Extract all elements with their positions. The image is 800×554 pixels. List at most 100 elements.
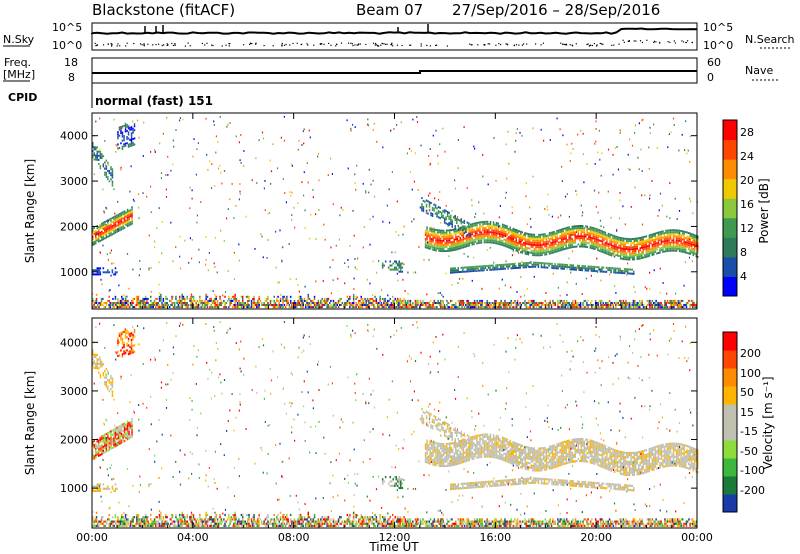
data-cell [594,302,597,304]
data-cell [117,228,120,230]
data-cell [112,306,114,309]
data-cell [439,250,442,252]
data-cell [596,302,598,304]
data-cell [352,293,355,296]
data-cell [273,304,275,306]
data-cell [663,238,666,241]
data-cell [394,266,396,269]
data-cell [439,143,441,146]
data-cell [669,243,672,246]
data-cell [550,231,552,234]
data-cell [433,209,435,212]
data-cell [671,299,674,302]
data-cell [496,302,499,304]
data-cell [457,306,459,309]
data-cell [426,234,428,237]
nsearch-point [103,44,105,46]
data-cell [624,252,626,255]
data-cell [687,232,690,234]
data-cell [515,306,517,309]
data-cell [427,194,430,197]
data-cell [98,163,100,165]
data-cell [283,299,286,302]
data-cell [240,302,243,304]
data-cell [569,306,572,309]
data-cell [495,226,498,229]
data-cell [544,245,546,248]
data-cell [329,302,331,304]
data-cell [300,299,302,302]
data-cell [469,270,472,273]
nsearch-point [206,42,208,44]
data-cell [647,255,649,258]
data-cell [105,175,108,178]
data-cell [142,155,144,157]
data-cell [92,235,94,238]
data-cell [520,230,522,233]
data-cell [361,306,364,309]
data-cell [298,297,301,300]
data-cell [524,264,526,267]
data-cell [450,249,452,252]
data-cell [659,251,661,254]
data-cell [158,207,160,209]
data-cell [621,237,623,240]
data-cell [143,306,146,309]
data-cell [201,299,204,302]
data-cell [500,306,502,309]
nsearch-point [141,44,143,46]
data-cell [360,302,362,304]
data-cell [191,299,194,302]
data-cell [468,224,470,227]
data-cell [494,223,496,226]
nsearch-point [359,43,361,45]
data-cell [433,227,435,230]
data-cell [648,146,650,149]
data-cell [393,299,395,302]
nsearch-trace [94,39,693,47]
data-cell [95,148,97,151]
data-cell [303,194,305,197]
data-cell [438,237,440,240]
data-cell [683,251,685,254]
data-cell [641,299,643,302]
data-cell [507,236,509,239]
data-cell [228,306,230,309]
data-cell [615,239,617,242]
data-cell [365,190,367,192]
data-cell [468,234,471,237]
data-cell [668,233,670,236]
data-cell [583,227,586,230]
data-cell [269,159,271,162]
data-cell [574,245,576,248]
data-cell [121,295,123,298]
data-cell [571,306,573,309]
data-cell [474,224,477,227]
data-cell [105,159,108,162]
data-cell [130,126,133,129]
data-cell [559,249,561,252]
data-cell [511,239,513,242]
data-cell [344,302,346,304]
nsearch-point [560,42,562,44]
data-cell [487,264,490,267]
data-cell [668,239,670,242]
data-cell [96,267,98,270]
data-cell [501,236,504,238]
data-cell [445,243,448,246]
data-cell [550,252,552,255]
data-cell [458,306,461,309]
data-cell [570,271,572,274]
data-cell [111,227,114,230]
data-cell [374,306,376,309]
data-cell [461,299,463,302]
data-cell [641,240,643,243]
data-cell [625,304,627,306]
data-cell [631,304,633,306]
data-cell [684,249,687,252]
data-cell [694,244,696,247]
data-cell [291,304,293,306]
data-cell [433,207,435,210]
data-cell [526,306,529,309]
data-cell [684,304,686,306]
